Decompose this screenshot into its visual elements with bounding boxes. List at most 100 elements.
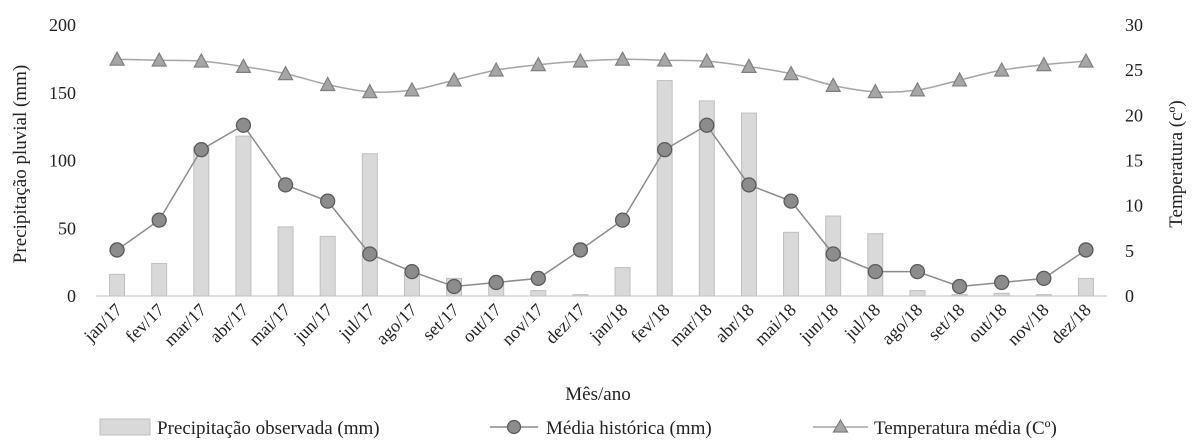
point-temperatura-set/18 (951, 71, 968, 87)
x-tick-label: dez/18 (1047, 300, 1095, 348)
bar-mar/17 (193, 146, 210, 297)
point-temperatura-ago/17 (403, 81, 420, 97)
y-tick-label: 100 (49, 151, 76, 171)
point-media-set/18 (951, 278, 968, 295)
point-media-fev/18 (657, 142, 673, 158)
legend-label-precipitacao: Precipitação observada (mm) (157, 418, 380, 439)
point-temperatura-fev/18 (656, 51, 673, 67)
point-media-ago/17 (404, 263, 420, 280)
series-line-2 (117, 58, 1087, 93)
point-media-abr/17 (235, 117, 252, 133)
y-tick-label: 200 (49, 15, 76, 35)
legend-label-temperatura: Temperatura média (Cº) (874, 418, 1057, 439)
point-temperatura-nov/17 (530, 56, 547, 72)
x-tick-label: ago/17 (372, 300, 421, 349)
bar-fev/18 (656, 80, 673, 297)
legend-swatch-bar (99, 418, 151, 436)
legend-label-media: Média histórica (mm) (546, 418, 712, 439)
point-temperatura-dez/17 (572, 52, 589, 68)
x-tick-label: jul/17 (334, 300, 379, 345)
point-temperatura-jan/17 (109, 50, 126, 66)
x-axis-title: Mês/ano (565, 384, 630, 405)
point-media-dez/17 (572, 242, 589, 258)
x-tick-label: abr/17 (206, 300, 253, 347)
y2-tick-label: 5 (1125, 241, 1134, 261)
point-media-jan/18 (614, 212, 631, 228)
bar-jan/17 (109, 273, 126, 297)
point-media-set/17 (446, 278, 462, 295)
y2-tick-label: 25 (1125, 60, 1143, 80)
x-tick-label: nov/17 (498, 300, 548, 350)
y2-tick-label: 20 (1125, 105, 1143, 125)
point-media-ago/18 (909, 263, 926, 280)
point-media-mar/17 (193, 142, 209, 158)
point-temperatura-dez/18 (1077, 52, 1094, 68)
x-tick-label: mar/17 (160, 300, 210, 350)
y2-tick-label: 30 (1125, 15, 1143, 35)
point-media-abr/18 (741, 177, 757, 193)
bar-jan/18 (614, 267, 631, 297)
point-media-mai/17 (277, 177, 294, 193)
bar-jun/17 (319, 235, 336, 297)
x-tick-label: abr/18 (711, 300, 758, 347)
point-temperatura-mar/17 (193, 52, 210, 68)
legend-item-precipitacao: Precipitação observada (mm) (99, 418, 380, 439)
y-axis-left: 0 50 100 150 200 (49, 15, 76, 306)
x-tick-label: jul/18 (840, 300, 885, 345)
point-media-nov/17 (530, 270, 546, 287)
point-temperatura-jun/17 (319, 76, 336, 92)
point-temperatura-jun/18 (825, 77, 842, 92)
line-series (109, 50, 1094, 295)
bar-jul/17 (361, 153, 378, 297)
point-media-jan/17 (109, 242, 125, 258)
bar-abr/17 (235, 135, 252, 297)
x-tick-label: mai/18 (750, 300, 799, 349)
x-tick-label: out/17 (458, 300, 505, 347)
point-temperatura-mai/18 (783, 65, 800, 81)
x-tick-label: ago/18 (877, 300, 926, 349)
point-media-jul/17 (362, 246, 378, 262)
point-temperatura-jan/18 (614, 50, 631, 66)
point-temperatura-jul/17 (361, 83, 378, 99)
point-media-out/17 (488, 274, 504, 291)
y-tick-label: 50 (58, 218, 76, 238)
point-temperatura-mar/18 (698, 52, 715, 68)
bar-dez/18 (1077, 277, 1094, 297)
point-media-jun/17 (320, 193, 336, 209)
x-tick-label: jan/18 (585, 300, 632, 347)
bar-ago/18 (909, 290, 926, 297)
bar-abr/18 (740, 112, 757, 297)
point-media-dez/18 (1078, 242, 1094, 258)
point-temperatura-abr/17 (235, 58, 252, 74)
y-axis-title: Precipitação pluvial (mm) (10, 65, 31, 263)
x-tick-label: fev/18 (627, 300, 674, 347)
x-tick-label: set/17 (418, 300, 463, 345)
x-tick-label: dez/17 (541, 300, 589, 348)
x-tick-label: set/18 (924, 300, 969, 345)
bar-mai/17 (277, 226, 294, 297)
x-tick-label: fev/17 (121, 300, 168, 347)
x-axis-ticks: jan/17fev/17mar/17abr/17mai/17jun/17jul/… (79, 300, 1095, 350)
point-temperatura-jul/18 (867, 83, 884, 99)
bar-fev/17 (151, 262, 168, 297)
y-tick-label: 0 (67, 286, 76, 306)
y-axis-right: 0 5 10 15 20 25 30 (1125, 15, 1143, 306)
point-temperatura-abr/18 (740, 58, 757, 74)
bar-nov/17 (530, 290, 547, 297)
y-tick-label: 150 (49, 83, 76, 103)
point-media-fev/17 (151, 212, 167, 228)
y2-tick-label: 10 (1125, 196, 1143, 216)
x-tick-label: jan/17 (79, 300, 126, 347)
point-media-out/18 (994, 274, 1010, 291)
point-temperatura-out/18 (993, 61, 1010, 77)
y2-axis-title: Temperatura (cº) (1166, 100, 1187, 227)
legend-marker-triangle (832, 418, 849, 433)
point-temperatura-mai/17 (277, 65, 294, 81)
y2-tick-label: 0 (1125, 286, 1134, 306)
x-tick-label: jun/17 (289, 300, 336, 347)
precipitation-bars (109, 80, 1094, 297)
point-temperatura-fev/17 (151, 51, 168, 67)
x-tick-label: mai/17 (245, 300, 294, 349)
x-tick-label: nov/18 (1003, 300, 1053, 350)
